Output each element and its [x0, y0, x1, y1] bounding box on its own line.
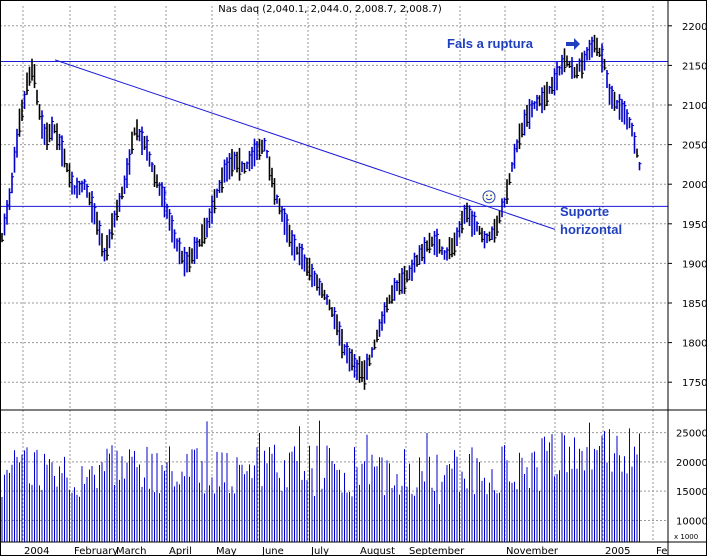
x-tick-label: May: [216, 546, 237, 556]
price-bars: [1, 34, 642, 390]
x-tick-label: November: [506, 546, 559, 556]
x-tick-label: July: [310, 546, 329, 556]
volume-unit-label: x 1000: [674, 533, 698, 541]
volume-tick-label: 20000: [676, 458, 707, 469]
x-tick-label: April: [169, 546, 192, 556]
chart-grid: [0, 6, 668, 542]
y-tick-label: 1900: [682, 259, 707, 270]
volume-tick-label: 10000: [676, 516, 707, 527]
y-tick-label: 1850: [682, 299, 707, 310]
y-tick-label: 2200: [682, 22, 707, 33]
volume-tick-label: 25000: [676, 429, 707, 440]
y-tick-label: 1800: [682, 339, 707, 350]
y-tick-label: 1950: [682, 220, 707, 231]
annotation-label: horizontal: [560, 222, 622, 237]
volume-bars: [1, 420, 640, 542]
x-tick-label: Fe: [656, 546, 667, 556]
volume-tick-label: 15000: [676, 487, 707, 498]
x-tick-label: August: [360, 546, 395, 556]
smiley-icon: [482, 190, 496, 204]
smiley-eye: [490, 194, 492, 197]
trendline: [54, 59, 556, 230]
x-tick-label: March: [116, 546, 146, 556]
x-tick-label: February: [74, 546, 118, 556]
y-tick-label: 2150: [682, 61, 707, 72]
x-tick-label: September: [409, 546, 465, 556]
y-tick-label: 2000: [682, 180, 707, 191]
smiley-mouth: [485, 198, 493, 201]
smiley-eye: [486, 194, 488, 197]
x-tick-label: 2005: [605, 546, 630, 556]
right-arrow-icon: [566, 38, 580, 51]
annotation-label: Fals a ruptura: [447, 36, 534, 51]
x-tick-label: June: [261, 546, 284, 556]
x-tick-label: 2004: [24, 546, 49, 556]
annotation-label: Suporte: [560, 204, 609, 219]
y-tick-label: 1750: [682, 378, 707, 389]
chart-title: Nas daq (2,040.1, 2,044.0, 2,008.7, 2,00…: [218, 4, 442, 15]
y-tick-label: 2050: [682, 141, 707, 152]
chart-annotations: Fals a ruptura Suporte horizontal: [447, 36, 622, 237]
y-tick-label: 2100: [682, 101, 707, 112]
